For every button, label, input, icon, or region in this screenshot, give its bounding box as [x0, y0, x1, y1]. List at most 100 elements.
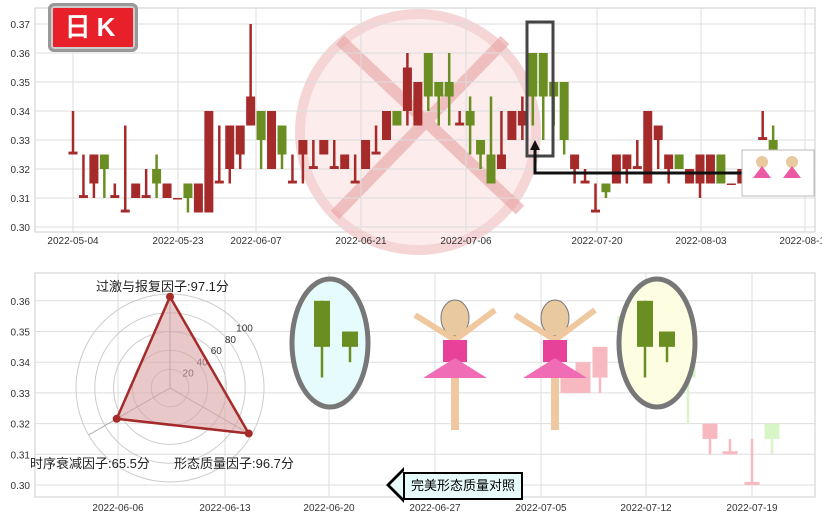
top-candle-body	[611, 154, 621, 184]
top-candle-body	[538, 53, 548, 97]
top-candle-body	[298, 140, 308, 155]
top-candle-body	[486, 154, 496, 184]
dancer-body-icon	[543, 340, 567, 362]
top-candle-body	[768, 140, 778, 155]
top-candle-body	[287, 180, 297, 184]
bottom-x-tick: 2022-06-27	[409, 503, 461, 514]
top-candle-body	[319, 140, 329, 155]
top-candle-body	[329, 166, 339, 169]
top-candle-body	[162, 183, 172, 198]
pattern-candle-body	[314, 300, 330, 347]
bottom-y-tick: 0.33	[11, 389, 31, 400]
top-candle-body	[246, 96, 256, 126]
bottom-x-tick: 2022-06-13	[199, 503, 251, 514]
bottom-y-tick: 0.32	[11, 420, 31, 431]
top-x-tick: 2022-05-23	[152, 236, 204, 247]
top-candle-body	[413, 82, 423, 126]
dancer-tutu-icon	[783, 166, 801, 178]
top-candle-body	[361, 140, 371, 169]
radar-polygon	[114, 293, 252, 435]
top-candle-body	[465, 111, 475, 126]
top-candle-body	[89, 154, 99, 184]
radar-r-tick: 80	[225, 335, 237, 346]
top-candle-body	[685, 169, 695, 184]
top-candle-body	[183, 183, 193, 198]
top-candle-body	[580, 180, 590, 184]
bottom-y-tick: 0.36	[11, 297, 31, 308]
top-candle-body	[570, 154, 580, 169]
dancer-tutu-icon	[423, 358, 487, 378]
top-candle-body	[622, 154, 632, 169]
top-candle-body	[496, 154, 506, 169]
top-candle-body	[277, 125, 287, 155]
top-candle-body	[152, 169, 162, 184]
top-candle-body	[235, 125, 245, 155]
top-candle-body	[68, 151, 78, 155]
bottom-y-tick: 0.30	[11, 481, 31, 492]
bottom-x-tick: 2022-07-05	[515, 503, 567, 514]
top-y-tick: 0.34	[11, 107, 31, 118]
top-x-tick: 2022-07-06	[440, 236, 492, 247]
top-candle-body	[517, 111, 527, 126]
top-candle-body	[695, 154, 705, 184]
top-candle-body	[507, 111, 517, 140]
top-y-tick: 0.30	[11, 223, 31, 234]
top-candle-body	[256, 111, 266, 140]
top-candle-body	[726, 183, 736, 185]
top-candle-body	[423, 53, 433, 97]
top-candle-body	[716, 154, 726, 184]
top-candle-body	[455, 122, 465, 126]
top-x-tick: 2022-05-04	[47, 236, 99, 247]
radar-label-time-decay: 时序衰减因子:65.5分	[30, 456, 150, 471]
bottom-y-tick: 0.34	[11, 358, 31, 369]
pattern-oval	[616, 276, 698, 410]
bottom-y-tick: 0.35	[11, 328, 31, 339]
top-candle-body	[99, 154, 109, 169]
top-candle-body	[601, 183, 611, 193]
perfect-pattern-compare-label: 完美形态质量对照	[403, 472, 524, 500]
top-y-tick: 0.31	[11, 194, 31, 205]
pointer-arrow-icon	[530, 140, 540, 150]
top-candle-body	[131, 183, 141, 198]
radar-label-pattern-quality: 形态质量因子:96.7分	[174, 456, 294, 471]
top-y-tick: 0.33	[11, 136, 31, 147]
radar-label-overreaction: 过激与报复因子:97.1分	[96, 279, 229, 294]
faded-candle-body	[744, 481, 760, 485]
pattern-candle-body	[637, 300, 653, 347]
top-candle-body	[214, 180, 224, 184]
top-x-tick: 2022-07-20	[571, 236, 623, 247]
dancer-tutu-icon	[753, 166, 771, 178]
bottom-x-tick: 2022-06-06	[92, 503, 144, 514]
faded-candle-body	[592, 346, 608, 378]
faded-candle-body	[702, 423, 718, 439]
bottom-y-tick: 0.31	[11, 450, 31, 461]
pattern-candle-body	[659, 331, 675, 347]
bottom-x-tick: 2022-07-19	[726, 503, 778, 514]
top-candle-body	[476, 140, 486, 155]
top-candle-body	[402, 67, 412, 111]
top-y-tick: 0.35	[11, 78, 31, 89]
faded-candle-body	[560, 377, 576, 393]
dancers-thumbnail	[741, 149, 815, 197]
top-y-tick: 0.37	[11, 20, 31, 31]
top-candle-body	[632, 166, 642, 169]
radar-r-tick: 100	[236, 324, 253, 335]
top-candle-body	[340, 154, 350, 169]
top-candle-body	[225, 125, 235, 169]
top-candle-body	[141, 195, 151, 198]
pattern-candle-body	[342, 331, 358, 347]
top-candle-body	[643, 111, 653, 184]
arrow-left-icon	[386, 467, 404, 503]
top-candle-body	[308, 166, 318, 169]
top-candle-body	[78, 195, 88, 198]
top-candle-body	[350, 180, 360, 184]
top-candle-body	[371, 151, 381, 155]
top-y-tick: 0.32	[11, 165, 31, 176]
top-x-tick: 2022-06-21	[335, 236, 387, 247]
top-y-tick: 0.36	[11, 49, 31, 60]
top-x-tick: 2022-06-07	[230, 236, 282, 247]
top-candle-body	[267, 111, 277, 169]
radar-r-tick: 60	[211, 346, 223, 357]
top-candle-body	[653, 125, 663, 140]
